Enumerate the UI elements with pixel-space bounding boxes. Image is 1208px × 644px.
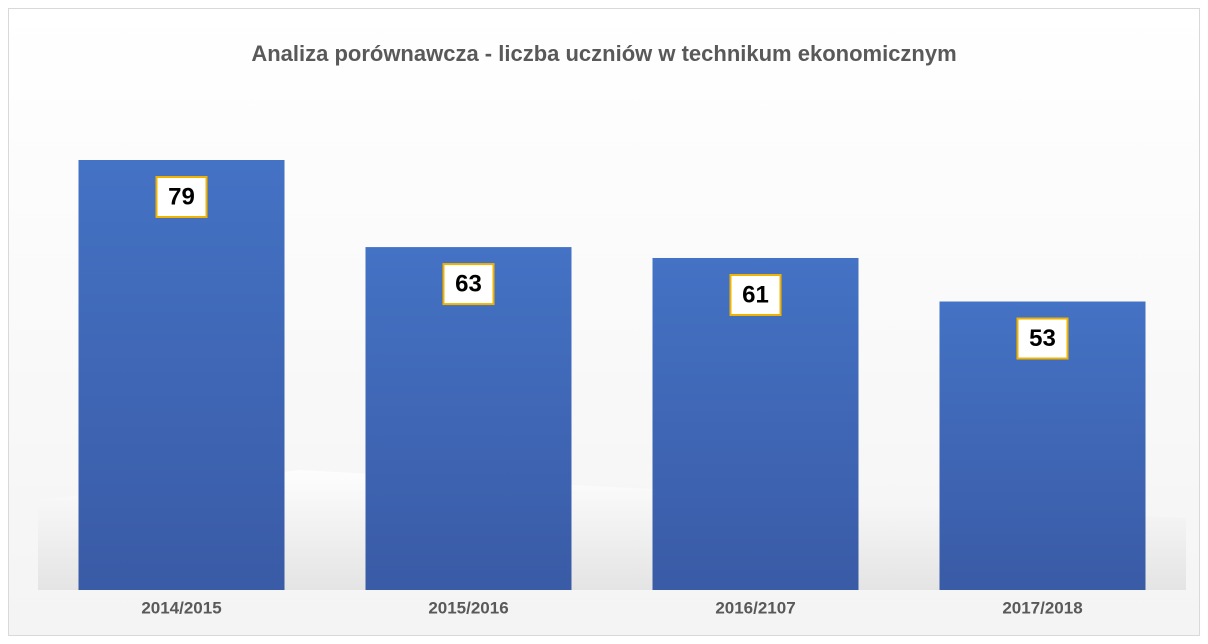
x-tick-label: 2016/2107 — [715, 598, 795, 617]
data-label-box — [155, 176, 208, 218]
data-label: 61 — [742, 281, 769, 308]
data-label: 63 — [455, 270, 482, 297]
x-tick-label: 2014/2015 — [141, 598, 221, 617]
data-label: 79 — [168, 183, 195, 210]
bar — [78, 160, 285, 590]
floor-shadow — [38, 470, 1186, 590]
data-label-box — [729, 273, 782, 316]
data-label-box — [1016, 317, 1069, 360]
data-label-box — [442, 263, 495, 306]
data-label: 53 — [1029, 325, 1056, 352]
x-tick-label: 2017/2018 — [1002, 598, 1082, 617]
chart-title: Analiza porównawcza - liczba uczniów w t… — [251, 41, 956, 66]
x-tick-label: 2015/2016 — [428, 598, 508, 617]
